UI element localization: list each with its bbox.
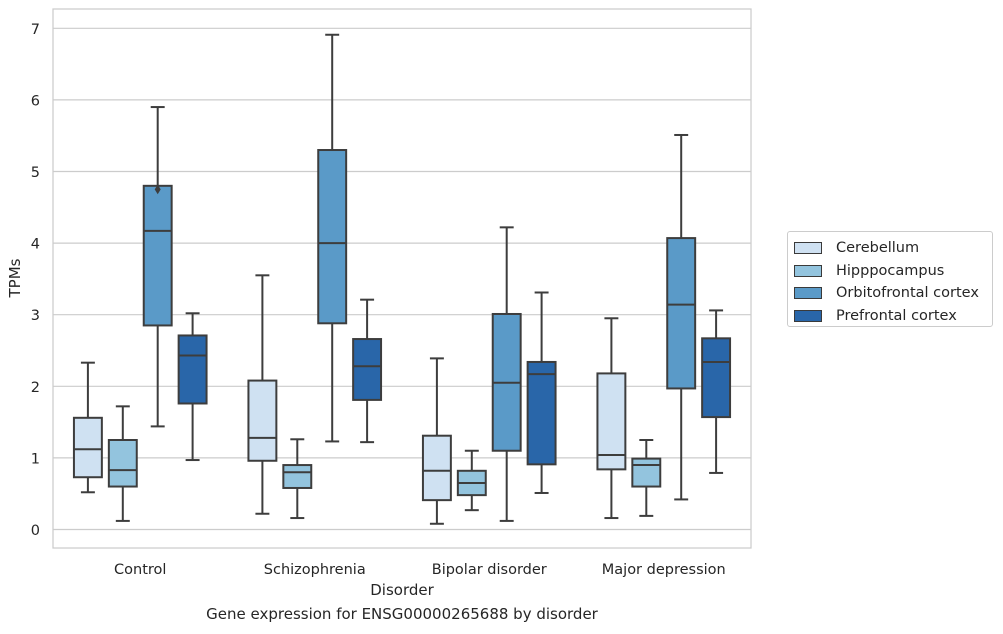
box-iqr: [701, 337, 732, 419]
legend-swatch: [794, 242, 822, 255]
legend-label: Orbitofrontal cortex: [836, 285, 979, 302]
y-tick-labels: 0 1 2 3 4 5 6 7: [31, 22, 40, 539]
legend-item: Hipppocampus: [794, 260, 992, 283]
x-tick-label: Major depression: [602, 562, 726, 578]
box-1-3: [352, 298, 383, 444]
box-2-1: [456, 449, 487, 512]
y-tick-label: 2: [31, 380, 40, 396]
x-tick-label: Bipolar disorder: [432, 562, 547, 578]
y-axis-label: TPMs: [6, 258, 24, 298]
box-3-1: [631, 439, 662, 517]
box-3-3: [701, 309, 732, 474]
y-tick-label: 4: [31, 237, 40, 253]
box-2-3: [526, 291, 557, 494]
box-1-2: [317, 33, 348, 443]
box-iqr: [142, 184, 173, 327]
box-0-0: [72, 361, 103, 494]
box-3-2: [666, 133, 697, 501]
legend: Cerebellum Hipppocampus Orbitofrontal cort…: [787, 231, 993, 327]
box-iqr: [317, 149, 348, 325]
x-tick-label: Control: [114, 562, 166, 578]
box-iqr: [282, 464, 313, 489]
y-tick-label: 5: [31, 165, 40, 181]
y-tick-label: 7: [31, 22, 40, 38]
box-iqr: [596, 372, 627, 471]
box-iqr: [421, 434, 452, 502]
box-iqr: [107, 439, 138, 488]
box-1-1: [282, 438, 313, 520]
box-3-0: [596, 317, 627, 520]
y-tick-label: 3: [31, 308, 40, 324]
y-tick-label: 0: [31, 523, 40, 539]
box-iqr: [247, 379, 278, 462]
legend-label: Cerebellum: [836, 240, 920, 257]
box-2-0: [421, 357, 452, 525]
chart-caption: Gene expression for ENSG00000265688 by d…: [206, 605, 598, 623]
box-0-1: [107, 405, 138, 522]
legend-item: Orbitofrontal cortex: [794, 282, 992, 305]
y-tick-label: 1: [31, 451, 40, 467]
box-2-2: [491, 226, 522, 522]
box-0-3: [177, 312, 208, 462]
x-tick-labels: Control Schizophrenia Bipolar disorder Majo…: [114, 562, 726, 578]
box-iqr: [666, 237, 697, 390]
legend-label: Prefrontal cortex: [836, 307, 957, 324]
box-iqr: [526, 360, 557, 466]
legend-label: Hipppocampus: [836, 262, 945, 279]
x-axis-label: Disorder: [370, 581, 434, 599]
box-1-0: [247, 274, 278, 515]
legend-item: Cerebellum: [794, 237, 992, 260]
box-iqr: [631, 457, 662, 488]
box-0-2: [142, 106, 173, 428]
legend-item: Prefrontal cortex: [794, 305, 992, 328]
y-tick-label: 6: [31, 93, 40, 109]
legend-swatch: [794, 309, 822, 322]
box-iqr: [177, 334, 208, 405]
outlier-point: [154, 184, 161, 195]
box-iqr: [72, 416, 103, 479]
box-iqr: [352, 338, 383, 401]
box-plots: [72, 33, 732, 525]
legend-swatch: [794, 287, 822, 300]
x-tick-label: Schizophrenia: [264, 562, 366, 578]
legend-swatch: [794, 264, 822, 277]
plot-frame: [52, 8, 752, 549]
